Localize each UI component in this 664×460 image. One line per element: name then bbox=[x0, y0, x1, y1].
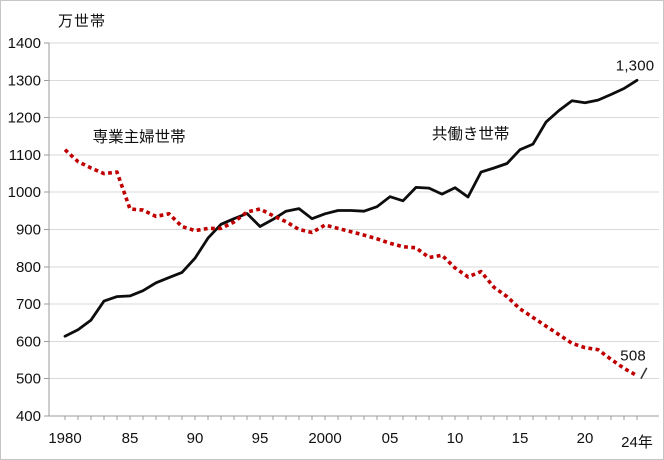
x-tick-label: 05 bbox=[382, 430, 399, 447]
x-tick-label: 20 bbox=[577, 430, 594, 447]
dual-income-end-value-label: 1,300 bbox=[615, 57, 655, 75]
y-tick-label: 500 bbox=[16, 371, 41, 388]
y-tick-label: 900 bbox=[16, 222, 41, 239]
x-tick-label: 90 bbox=[187, 430, 204, 447]
x-tick-label: 85 bbox=[122, 430, 139, 447]
housewife-series-label: 専業主婦世帯 bbox=[92, 128, 186, 146]
x-tick-label: 10 bbox=[447, 430, 464, 447]
y-tick-label: 800 bbox=[16, 259, 41, 276]
housewife-line bbox=[63, 148, 638, 378]
y-tick-label: 1400 bbox=[8, 35, 41, 52]
x-tick-label: 1980 bbox=[48, 430, 81, 447]
y-tick-label: 400 bbox=[16, 408, 41, 425]
x-tick-label: 2000 bbox=[308, 430, 341, 447]
y-axis-unit-label: 万世帯 bbox=[58, 13, 107, 30]
housewife-end-value-label: 508 bbox=[620, 347, 646, 365]
dual-income-line bbox=[63, 78, 639, 338]
end-point-tick bbox=[640, 367, 648, 380]
y-tick-label: 700 bbox=[16, 296, 41, 313]
dual-income-series-label: 共働き世帯 bbox=[431, 125, 510, 143]
y-tick-label: 600 bbox=[16, 333, 41, 350]
x-tick-label: 24年 bbox=[621, 434, 653, 451]
x-tick-label: 15 bbox=[512, 430, 529, 447]
y-tick-label: 1200 bbox=[8, 110, 41, 127]
y-tick-label: 1300 bbox=[8, 72, 41, 89]
y-tick-label: 1000 bbox=[8, 184, 41, 201]
x-tick-label: 95 bbox=[252, 430, 269, 447]
y-tick-label: 1100 bbox=[9, 147, 41, 164]
